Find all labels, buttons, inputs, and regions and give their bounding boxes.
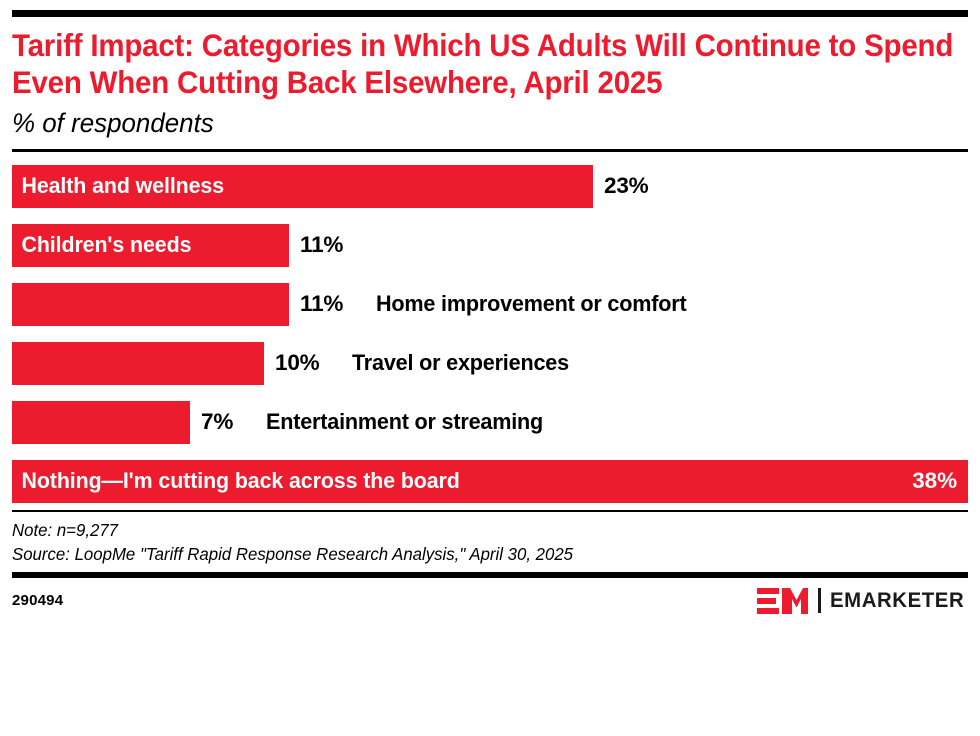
bar-row: Children's needs 11%: [12, 223, 968, 267]
bar-outside-labels: 23%: [593, 165, 649, 208]
page-title: Tariff Impact: Categories in Which US Ad…: [12, 27, 954, 100]
bar-childrens-needs: Children's needs: [12, 223, 289, 267]
note-text: Note: n=9,277: [12, 520, 119, 541]
bar-value-label: 10%: [275, 350, 320, 376]
chart-container: Tariff Impact: Categories in Which US Ad…: [0, 10, 980, 736]
bar-category-label: Entertainment or streaming: [266, 409, 544, 435]
bar-category-label: Children's needs: [21, 232, 192, 258]
footnotes: Note: n=9,277 Source: LoopMe "Tariff Rap…: [12, 519, 968, 566]
bar-row: 10% Travel or experiences: [12, 341, 968, 385]
bar-category-label: Nothing—I'm cutting back across the boar…: [21, 468, 460, 494]
emarketer-logo: EMARKETER: [757, 587, 968, 615]
bar-value-label: 11%: [300, 232, 344, 258]
bar-value-label: 38%: [912, 468, 957, 494]
header-divider-rule: [12, 149, 968, 152]
bar-travel-or-experiences: [12, 341, 264, 385]
bar-outside-labels: 10% Travel or experiences: [264, 342, 578, 385]
bar-row: 11% Home improvement or comfort: [12, 282, 968, 326]
logo-wordmark: EMARKETER: [829, 588, 964, 612]
logo-divider: [818, 588, 821, 614]
chart-id-number: 290494: [12, 592, 64, 610]
bar-category-label: Home improvement or comfort: [376, 291, 687, 317]
bar-value-label: 7%: [201, 409, 234, 435]
bar-category-label: Health and wellness: [21, 173, 225, 199]
chart-subtitle: % of respondents: [12, 108, 214, 139]
bar-value-label: 11%: [300, 291, 344, 317]
bar-outside-labels: 11% Home improvement or comfort: [289, 283, 700, 326]
footer-bar: 290494 EMARKETER: [12, 587, 968, 615]
bar-outside-labels: 7% Entertainment or streaming: [190, 401, 555, 444]
bar-nothing-cutting-back: Nothing—I'm cutting back across the boar…: [12, 459, 968, 503]
bar-row: Health and wellness 23%: [12, 164, 968, 208]
bar-health-and-wellness: Health and wellness: [12, 164, 593, 208]
bar-outside-labels: 11%: [289, 224, 343, 267]
bar-row: 7% Entertainment or streaming: [12, 400, 968, 444]
footer-divider-rule: [12, 509, 968, 513]
source-text: Source: LoopMe "Tariff Rapid Response Re…: [12, 543, 574, 564]
footer-bottom-rule: [12, 571, 968, 578]
bar-entertainment-or-streaming: [12, 400, 190, 444]
em-monogram-icon: [757, 587, 809, 614]
bar-row: Nothing—I'm cutting back across the boar…: [12, 459, 968, 503]
bar-chart-plot: Health and wellness 23% Children's needs…: [12, 164, 968, 503]
bar-value-label: 23%: [604, 173, 649, 199]
bar-category-label: Travel or experiences: [352, 350, 570, 376]
top-rule: [12, 10, 968, 17]
bar-home-improvement-or-comfort: [12, 282, 289, 326]
